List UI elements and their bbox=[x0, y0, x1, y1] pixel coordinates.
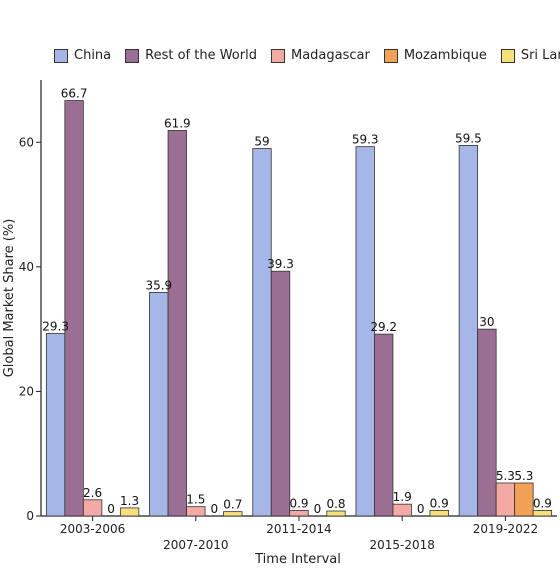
data-label: 0 bbox=[314, 502, 322, 516]
data-label: 0 bbox=[210, 502, 218, 516]
x-tick-label: 2011-2014 bbox=[266, 522, 331, 536]
bar bbox=[429, 509, 449, 517]
x-tick-label: 2003-2006 bbox=[60, 522, 125, 536]
value-labels: 29.3 66.7 2.6 0 1.3 35.9 61.9 1.5 0 0.7 59 39.3 0.9 0… bbox=[42, 87, 552, 516]
data-label: 0.9 bbox=[289, 496, 308, 510]
data-label: 0.7 bbox=[223, 498, 242, 512]
y-tick-label: 20 bbox=[19, 384, 34, 398]
x-tick-label: 2019-2022 bbox=[473, 522, 538, 536]
x-axis-title: Time Interval bbox=[254, 552, 341, 567]
bars bbox=[45, 100, 553, 517]
legend-item: Madagascar bbox=[270, 48, 370, 63]
bar bbox=[45, 333, 66, 517]
data-label: 59.3 bbox=[352, 133, 379, 147]
bar bbox=[82, 499, 103, 517]
bar bbox=[326, 510, 346, 517]
data-label: 30 bbox=[479, 315, 494, 329]
legend-item: Sri Lanka bbox=[500, 48, 560, 63]
bar bbox=[495, 482, 516, 517]
bar bbox=[477, 328, 497, 517]
data-label: 0.8 bbox=[326, 497, 345, 511]
legend: China Rest of the World Madagascar Mozambiq… bbox=[54, 48, 560, 63]
data-label: 1.9 bbox=[393, 490, 412, 504]
bar bbox=[64, 100, 84, 517]
bar bbox=[119, 507, 140, 517]
legend-label: China bbox=[74, 48, 112, 63]
legend-swatch bbox=[54, 48, 68, 63]
data-label: 2.6 bbox=[83, 486, 102, 500]
y-tick-label: 60 bbox=[19, 135, 34, 149]
data-label: 5.3 bbox=[514, 469, 533, 483]
bar bbox=[270, 270, 291, 517]
legend-swatch bbox=[125, 48, 140, 63]
data-label: 59.5 bbox=[455, 131, 482, 145]
bar bbox=[252, 148, 272, 517]
bar bbox=[149, 291, 169, 517]
data-label: 0.9 bbox=[430, 496, 449, 510]
bar bbox=[223, 511, 243, 517]
data-label: 0 bbox=[107, 502, 115, 516]
data-label: 0.9 bbox=[533, 496, 552, 510]
legend-label: Mozambique bbox=[403, 48, 487, 63]
x-tick-label: 2007-2010 bbox=[163, 538, 228, 552]
bar bbox=[355, 146, 375, 517]
legend-swatch bbox=[270, 48, 285, 63]
bar bbox=[532, 509, 553, 517]
legend-item: Rest of the World bbox=[125, 48, 257, 63]
data-label: 0 bbox=[417, 502, 425, 516]
legend-label: Rest of the World bbox=[145, 48, 257, 63]
data-label: 39.3 bbox=[267, 257, 294, 271]
legend-swatch bbox=[500, 48, 515, 63]
bar bbox=[392, 503, 412, 517]
bar bbox=[289, 509, 309, 517]
y-tick-label: 40 bbox=[19, 260, 34, 274]
data-label: 35.9 bbox=[145, 278, 172, 292]
y-axis-title: Global Market Share (%) bbox=[2, 219, 17, 378]
data-label: 66.7 bbox=[61, 87, 88, 101]
data-label: 29.2 bbox=[370, 320, 397, 334]
data-label: 59 bbox=[254, 135, 269, 149]
x-tick-label: 2015-2018 bbox=[369, 538, 434, 552]
bar bbox=[514, 482, 534, 517]
data-label: 1.3 bbox=[120, 494, 139, 508]
data-label: 5.3 bbox=[496, 469, 515, 483]
legend-label: Madagascar bbox=[290, 48, 370, 63]
data-label: 61.9 bbox=[164, 116, 191, 130]
legend-swatch bbox=[383, 48, 398, 63]
data-label: 29.3 bbox=[42, 320, 69, 334]
bar bbox=[186, 506, 206, 517]
data-label: 1.5 bbox=[186, 493, 205, 507]
legend-item: Mozambique bbox=[383, 48, 487, 63]
bar bbox=[374, 333, 394, 517]
bar bbox=[167, 130, 187, 517]
legend-label: Sri Lanka bbox=[520, 48, 560, 63]
bar bbox=[458, 144, 479, 517]
y-tick-label: 0 bbox=[26, 509, 34, 523]
legend-item: China bbox=[54, 48, 111, 63]
